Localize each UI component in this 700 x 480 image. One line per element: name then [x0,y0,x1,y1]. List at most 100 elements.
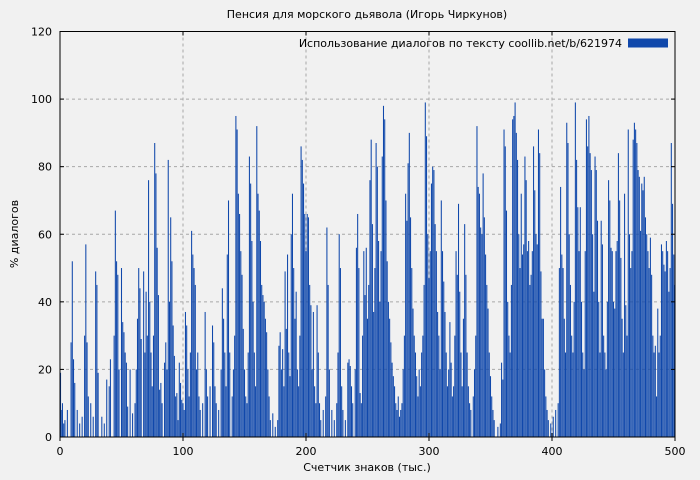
bar [656,396,658,437]
bar [515,132,517,437]
bar [136,318,139,437]
bar [290,234,292,437]
bar [508,335,510,437]
bar [577,207,579,437]
bar [374,268,376,437]
bar [542,318,544,437]
bar [207,396,209,437]
bar [647,251,649,437]
bar [620,257,622,437]
bar [223,318,225,437]
bar [525,180,527,437]
bar [122,322,124,437]
bars-layer [60,102,675,438]
bar [284,271,286,437]
bar [473,369,476,437]
bar [319,403,321,437]
bar [106,379,108,437]
bar [159,389,161,437]
bar [296,369,298,437]
bar [310,305,312,437]
bar [475,335,477,437]
bar [81,416,83,437]
bar [167,159,169,438]
tick-labels-layer: 0 100 200 300 400 500 0 20 40 60 80 100 120 [31,26,686,459]
bar [173,355,175,437]
bar [166,369,168,437]
bar [370,139,372,437]
bar [306,213,308,437]
bar [196,369,198,437]
bar [256,126,258,437]
bar [617,153,619,437]
bar [177,420,179,437]
bar [316,305,318,437]
bar [453,386,455,437]
bar [631,251,633,437]
bar [571,335,573,437]
bar [378,241,380,437]
bar [673,284,675,437]
bar [558,268,560,437]
bar [287,254,289,437]
bar [305,251,307,437]
bar [568,234,570,437]
bar [176,393,178,437]
bar [624,193,626,437]
bar [309,284,311,437]
bar [279,332,281,437]
bar [609,200,611,437]
y-axis-label: % диалогов [8,200,21,268]
bar [189,352,191,437]
bar [578,251,580,437]
bar [417,396,419,437]
bar [523,244,525,437]
bar [181,399,183,437]
bar [237,193,239,437]
x-tick-label: 0 [57,445,64,458]
bar [211,325,214,437]
bar [389,318,391,437]
bar [519,268,521,437]
bar [347,362,349,437]
bar [567,143,569,437]
bar [668,291,670,437]
bar [601,244,603,437]
bar [429,251,431,437]
bar [545,396,547,437]
bar [504,146,506,437]
bar [272,413,274,437]
bar [421,352,423,437]
bar [227,200,230,437]
bar [621,318,623,437]
bar [60,409,62,437]
bar [595,170,597,437]
bar [626,335,628,437]
bar [325,396,327,437]
bar [71,261,73,437]
bar [108,386,110,437]
bar [135,369,137,437]
bar [293,268,295,437]
bar [561,254,563,437]
bar [397,396,399,437]
bar [414,352,416,437]
bar [521,254,524,437]
bar [182,403,184,437]
bar [396,409,398,437]
bar [630,268,632,437]
bar [424,102,426,438]
bar [585,119,587,437]
bar [300,146,302,437]
bar [611,251,613,437]
bar [529,284,531,437]
bar [326,227,328,437]
bar [344,420,346,437]
bar [70,342,72,437]
bar [394,386,396,437]
bar [339,268,341,437]
bar [73,359,75,437]
bar [405,193,407,437]
